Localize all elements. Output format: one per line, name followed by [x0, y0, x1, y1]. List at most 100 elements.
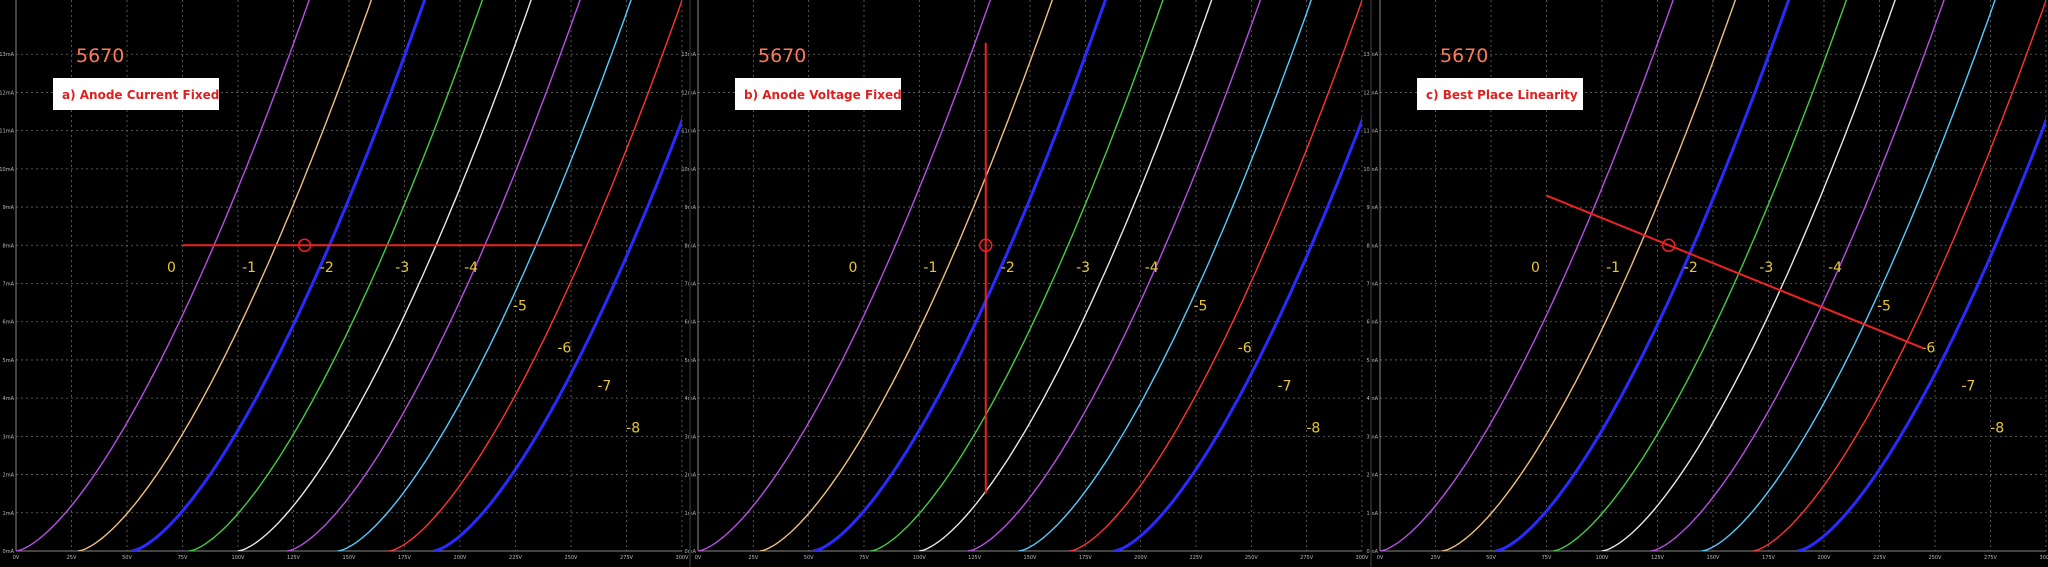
x-tick-label: 100V: [1596, 555, 1610, 561]
chart-panel-3: 0mA1mA2mA3mA4mA5mA6mA7mA8mA9mA10mA11mA12…: [1363, 0, 2048, 561]
curve-label: -5: [1877, 298, 1891, 314]
x-tick-label: 275V: [1300, 555, 1314, 561]
curve-label: -1: [923, 260, 937, 276]
curve-grid-minus3: [870, 0, 1164, 551]
y-tick-label: 5mA: [3, 358, 15, 364]
curve-label: -6: [557, 340, 571, 356]
curve-labels: 0 -1 -2 -3 -4 -5 -6 -7 -8: [848, 260, 1320, 437]
curve-grid-0: [16, 0, 310, 551]
panel-title: c) Best Place Linearity: [1426, 88, 1578, 102]
curve-grid-minus4: [237, 0, 532, 551]
curve-label: -2: [1001, 260, 1015, 276]
x-tick-label: 75V: [178, 555, 188, 561]
curve-grid-minus1: [78, 0, 373, 551]
x-tick-label: 175V: [1762, 555, 1776, 561]
curve-grid-minus7: [1069, 0, 1362, 551]
x-tick-label: 125V: [968, 555, 982, 561]
x-tick-label: 150V: [1707, 555, 1721, 561]
x-tick-label: 175V: [398, 555, 412, 561]
x-tick-label: 0V: [1377, 555, 1384, 561]
curve-label: -1: [1606, 260, 1620, 276]
x-tick-label: 25V: [1431, 555, 1441, 561]
curve-grid-minus2: [812, 0, 1108, 551]
panel-title-box: [1417, 78, 1583, 110]
y-tick-label: 12mA: [681, 90, 696, 96]
curve-label: -8: [626, 421, 640, 437]
curve-label: -5: [513, 298, 527, 314]
curve-grid-minus7: [1752, 0, 2046, 551]
y-tick-label: 3mA: [3, 434, 15, 440]
y-tick-label: 13mA: [0, 52, 15, 58]
curve-grid-minus8: [1113, 116, 1362, 551]
curve-grid-minus5: [1650, 0, 1945, 551]
x-tick-label: 200V: [1818, 555, 1832, 561]
characteristic-curves: [1380, 0, 2046, 551]
y-tick-label: 10mA: [681, 167, 696, 173]
x-tick-label: 150V: [1024, 555, 1038, 561]
panel-title: b) Anode Voltage Fixed: [744, 88, 902, 102]
y-tick-label: 0mA: [3, 549, 15, 555]
x-tick-label: 125V: [287, 555, 301, 561]
x-tick-label: 150V: [343, 555, 357, 561]
y-tick-label: 1mA: [3, 511, 15, 517]
y-tick-label: 11mA: [0, 129, 15, 135]
curve-grid-minus1: [759, 0, 1053, 551]
x-tick-label: 100V: [232, 555, 246, 561]
curve-label: -1: [242, 260, 256, 276]
curve-label: -8: [1990, 421, 2004, 437]
tick-labels: 0mA 1mA 2mA 3mA 4mA 5mA 6mA 7mA 8mA 9mA 10mA 11mA 12…: [0, 52, 689, 561]
y-tick-label: 12mA: [0, 90, 15, 96]
y-tick-label: 7mA: [1367, 282, 1379, 288]
curve-label: -4: [464, 260, 478, 276]
y-tick-label: 0mA: [1367, 549, 1379, 555]
x-tick-label: 0V: [13, 555, 20, 561]
x-tick-label: 75V: [859, 555, 869, 561]
curve-grid-minus6: [1701, 0, 1996, 551]
x-tick-label: 275V: [1984, 555, 1998, 561]
operating-point-marker: [978, 238, 993, 253]
curve-grid-minus2: [131, 0, 427, 551]
curve-label: -4: [1828, 260, 1842, 276]
curve-grid-minus4: [919, 0, 1213, 551]
curve-grid-minus5: [967, 0, 1262, 551]
curve-grid-minus3: [1553, 0, 1848, 551]
x-tick-label: 175V: [1079, 555, 1093, 561]
tube-type-label: 5670: [1440, 45, 1488, 67]
y-tick-label: 13mA: [681, 52, 696, 58]
curve-grid-minus8: [433, 116, 682, 551]
y-tick-label: 9mA: [1367, 205, 1379, 211]
characteristic-curves: [698, 0, 1362, 551]
curve-label: -4: [1145, 260, 1159, 276]
y-tick-label: 1mA: [1367, 511, 1379, 517]
x-tick-label: 50V: [1486, 555, 1496, 561]
curve-label: -6: [1921, 340, 1935, 356]
curve-labels: 0 -1 -2 -3 -4 -5 -6 -7 -8: [1531, 260, 2004, 437]
load-line: [1546, 194, 1925, 350]
y-tick-label: 2mA: [3, 473, 15, 479]
y-tick-label: 9mA: [3, 205, 15, 211]
tube-type-label: 5670: [758, 45, 806, 67]
tube-type-label: 5670: [76, 45, 124, 67]
curve-label: -3: [395, 260, 409, 276]
x-tick-label: 225V: [509, 555, 523, 561]
y-tick-label: 4mA: [3, 396, 15, 402]
y-tick-label: 8mA: [3, 243, 15, 249]
curve-label: 0: [848, 260, 857, 276]
x-tick-label: 250V: [1245, 555, 1259, 561]
y-tick-label: 5mA: [1367, 358, 1379, 364]
curve-label: -5: [1193, 298, 1207, 314]
curve-grid-0: [1380, 0, 1674, 551]
panel-title-box: [53, 78, 219, 110]
curve-label: -7: [597, 379, 611, 395]
y-tick-label: 6mA: [1367, 320, 1379, 326]
y-tick-label: 11mA: [681, 129, 696, 135]
x-tick-label: 50V: [122, 555, 132, 561]
x-tick-label: 300V: [2040, 555, 2048, 561]
curve-label: -3: [1076, 260, 1090, 276]
curve-label: -8: [1306, 421, 1320, 437]
x-tick-label: 50V: [804, 555, 814, 561]
x-tick-label: 25V: [67, 555, 77, 561]
curve-label: 0: [1531, 260, 1540, 276]
x-tick-label: 300V: [676, 555, 690, 561]
